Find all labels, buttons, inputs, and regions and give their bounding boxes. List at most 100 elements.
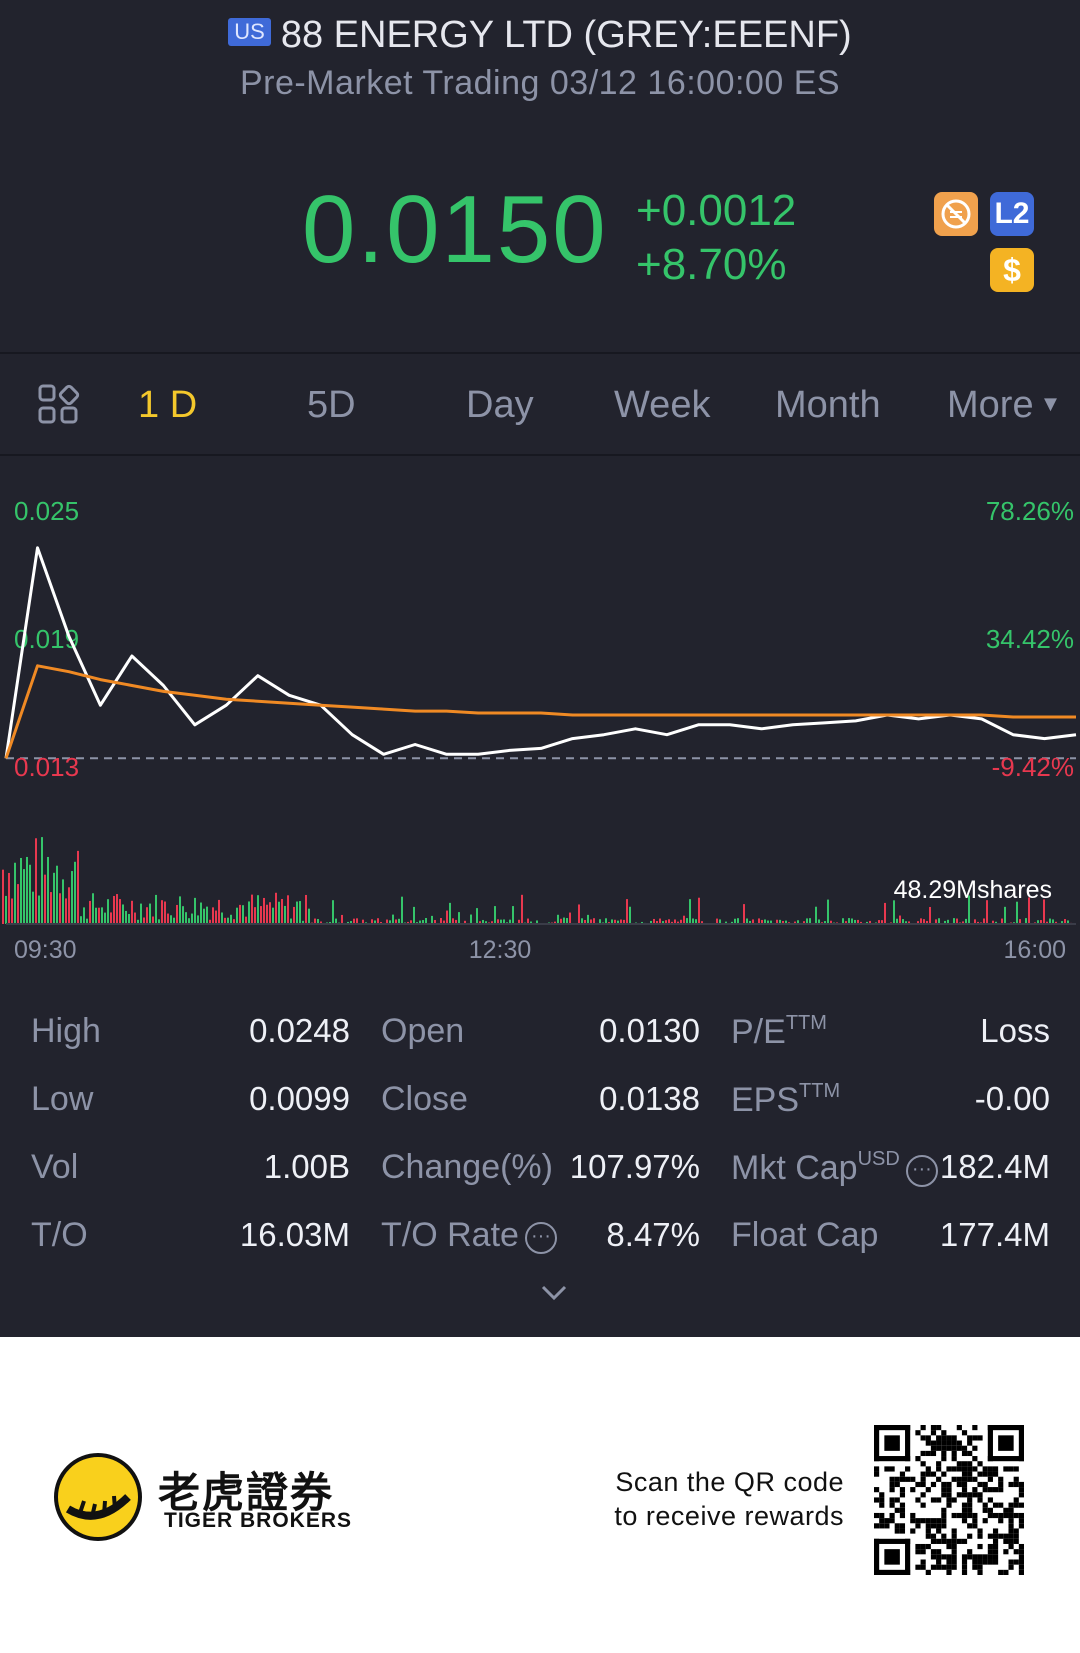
qr-module — [936, 1425, 942, 1431]
volume-bar — [80, 916, 82, 924]
volume-bar — [827, 899, 829, 924]
qr-finder — [987, 1425, 1024, 1431]
volume-bar — [1004, 906, 1006, 924]
qr-finder — [884, 1435, 900, 1451]
volume-bar — [920, 918, 922, 924]
more-info-icon[interactable]: ··· — [524, 1222, 557, 1254]
qr-module — [998, 1512, 1004, 1519]
volume-bar — [392, 914, 394, 924]
qr-module — [894, 1528, 900, 1534]
qr-module — [910, 1476, 916, 1482]
y-axis-right-label: 78.26% — [986, 496, 1074, 526]
tab-1d[interactable]: 1 D — [138, 384, 198, 426]
qr-module — [987, 1512, 993, 1519]
volume-bar — [659, 918, 661, 924]
volume-bar — [137, 919, 139, 924]
qr-module — [967, 1523, 973, 1529]
volume-bar — [197, 915, 199, 924]
qr-module — [977, 1533, 983, 1539]
volume-bar — [518, 919, 520, 924]
qr-module — [874, 1497, 880, 1503]
volume-bar — [896, 918, 898, 924]
qr-module — [936, 1549, 942, 1555]
qr-module — [884, 1518, 890, 1524]
qr-code-icon[interactable] — [874, 1425, 1024, 1575]
qr-module — [899, 1507, 906, 1513]
volume-bar — [83, 907, 85, 924]
volume-bar — [335, 918, 337, 924]
volume-bar — [938, 918, 940, 924]
volume-bar — [623, 919, 625, 924]
chevron-down-icon[interactable] — [540, 1278, 568, 1306]
volume-bar — [626, 899, 628, 924]
divider — [0, 454, 1080, 456]
qr-module — [967, 1502, 973, 1508]
volume-bar — [293, 906, 295, 924]
volume-bar — [893, 900, 895, 924]
volume-bar — [956, 918, 958, 924]
volume-bar — [107, 899, 109, 924]
qr-module — [925, 1466, 931, 1472]
level2-icon[interactable]: L2 — [990, 192, 1034, 236]
volume-bar — [986, 900, 988, 924]
tab-month[interactable]: Month — [775, 384, 881, 426]
stat-value-pe: Loss — [980, 1012, 1050, 1049]
volume-bar — [557, 914, 559, 924]
volume-bar — [248, 901, 250, 924]
tab-week[interactable]: Week — [614, 384, 711, 426]
grid-layout-icon[interactable] — [38, 382, 82, 426]
qr-module — [972, 1445, 978, 1451]
volume-bar — [494, 906, 496, 924]
qr-module — [925, 1543, 931, 1550]
volume-bar — [431, 915, 433, 924]
qr-module — [972, 1456, 978, 1462]
volume-bar — [239, 904, 241, 924]
volume-bar — [680, 919, 682, 924]
qr-module — [951, 1512, 957, 1519]
volume-bar — [59, 893, 61, 924]
volume-bar — [479, 921, 481, 924]
tab-more[interactable]: More ▼ — [947, 384, 1061, 427]
volume-bar — [287, 895, 289, 924]
intraday-chart[interactable]: 0.025 0.019 0.013 78.26% 34.42% -9.42% 48.29Ms… — [0, 456, 1080, 976]
volume-bar — [44, 874, 46, 924]
volume-bar — [1037, 920, 1039, 924]
qr-module — [951, 1440, 957, 1446]
tab-day[interactable]: Day — [466, 384, 534, 426]
volume-bar — [446, 910, 448, 924]
qr-module — [992, 1543, 999, 1550]
volume-bar — [761, 919, 763, 924]
x-axis-label: 16:00 — [1003, 936, 1066, 964]
tab-5d[interactable]: 5D — [307, 384, 356, 426]
qr-module — [925, 1487, 931, 1493]
qr-module — [956, 1481, 962, 1488]
volume-bar — [968, 895, 970, 924]
qr-module — [992, 1502, 999, 1508]
volume-bar — [386, 919, 388, 924]
volume-bar — [689, 899, 691, 924]
qr-module — [920, 1559, 926, 1565]
qr-module — [920, 1502, 926, 1508]
volume-bar — [380, 921, 382, 924]
qr-module — [920, 1450, 926, 1457]
qr-module — [951, 1497, 957, 1503]
volume-bar — [884, 902, 886, 924]
qr-module — [915, 1497, 921, 1503]
more-info-icon[interactable]: ··· — [905, 1155, 938, 1187]
volume-bar — [302, 920, 304, 924]
volume-bar — [983, 918, 985, 924]
dollar-icon[interactable]: $ — [990, 248, 1034, 292]
qr-finder — [905, 1538, 911, 1575]
volume-bar — [242, 905, 244, 924]
stat-label-open: Open — [381, 1012, 465, 1050]
volume-bar — [362, 919, 364, 924]
qr-module — [992, 1466, 999, 1472]
no-fee-icon[interactable] — [934, 192, 978, 236]
qr-module — [941, 1538, 947, 1544]
volume-bar — [167, 913, 169, 924]
eps-sup: TTM — [799, 1080, 841, 1102]
volume-bar — [1046, 921, 1048, 924]
volume-bar — [1043, 899, 1045, 924]
qr-module — [884, 1523, 890, 1529]
y-axis-left-label: 0.025 — [14, 496, 79, 526]
